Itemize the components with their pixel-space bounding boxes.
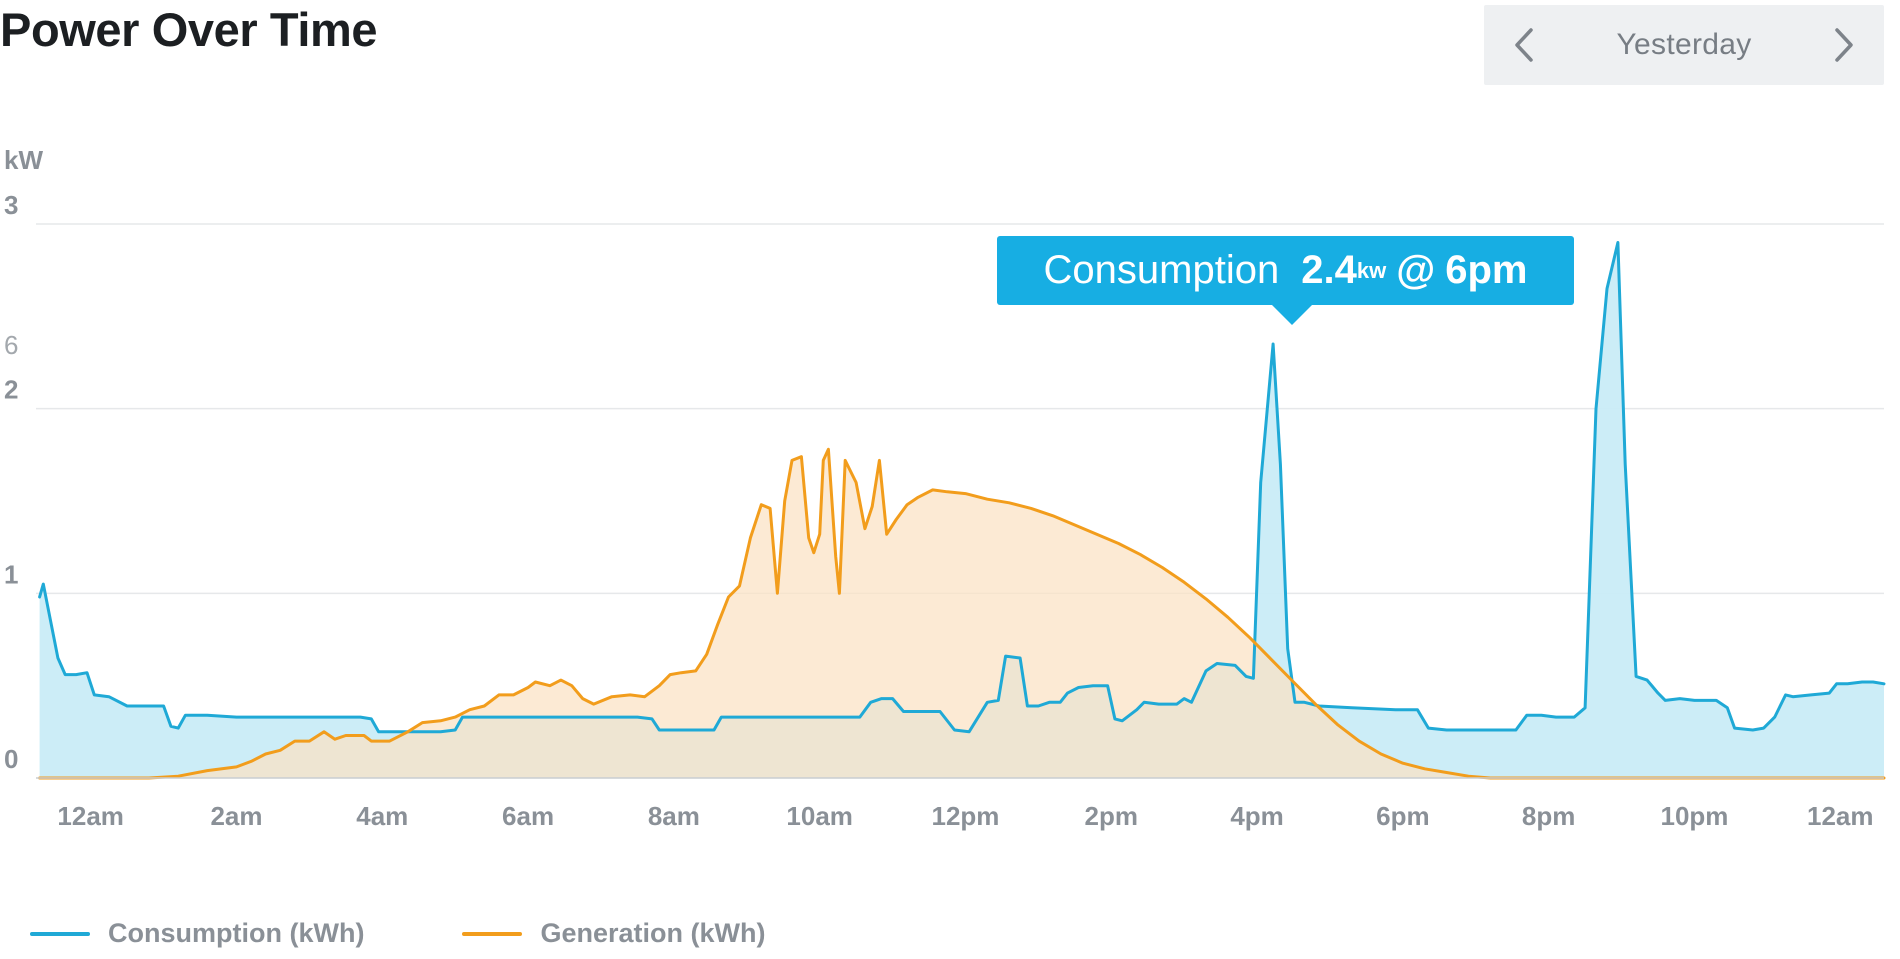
y-tick-label-0: 0 — [4, 744, 18, 774]
y-tick-label-1: 1 — [4, 559, 18, 589]
x-tick-label-12: 12am — [1807, 801, 1874, 831]
tooltip-value: 2.4 — [1301, 248, 1357, 292]
axes: 0 1 2 3 kW 6 12am 2am 4am 6am 8am 10am 12pm 2pm 4pm 6pm… — [4, 145, 1884, 831]
x-tick-label-8: 4pm — [1230, 801, 1283, 831]
tooltip-at: @ — [1396, 248, 1436, 292]
consumption-tooltip: Consumption 2.4 kw @ 6pm — [997, 236, 1574, 325]
y-axis-label: kW — [4, 145, 43, 175]
series-lines[interactable] — [38, 241, 1886, 780]
tooltip-unit: kw — [1356, 257, 1387, 283]
x-tick-label-3: 6am — [502, 801, 554, 831]
x-tick-label-4: 8am — [648, 801, 700, 831]
legend-label-consumption: Consumption (kWh) — [108, 918, 365, 948]
chevron-left-icon — [1515, 28, 1533, 62]
x-tick-label-2: 4am — [356, 801, 408, 831]
y-tick-label-3: 3 — [4, 190, 18, 220]
x-tick-label-11: 10pm — [1661, 801, 1729, 831]
legend-swatch-consumption — [30, 931, 90, 936]
x-tick-label-10: 8pm — [1522, 801, 1575, 831]
x-tick-label-5: 10am — [786, 801, 853, 831]
series-areas — [39, 242, 1885, 778]
power-chart[interactable]: 0 1 2 3 kW 6 12am 2am 4am 6am 8am 10am 12pm 2pm 4pm 6pm… — [0, 0, 1900, 900]
tooltip-series-name: Consumption — [1043, 248, 1280, 292]
legend-item-generation[interactable]: Generation (kWh) — [462, 918, 765, 949]
series-line-consumption[interactable] — [38, 241, 1886, 734]
legend-item-consumption[interactable]: Consumption (kWh) — [30, 918, 364, 949]
area-consumption — [39, 242, 1885, 778]
x-tick-label-1: 2am — [210, 801, 262, 831]
y-tick-label-stray: 6 — [4, 330, 18, 360]
previous-day-button[interactable] — [1484, 5, 1564, 85]
tooltip-time: 6pm — [1445, 248, 1528, 292]
y-tick-label-2: 2 — [4, 375, 18, 405]
chevron-right-icon — [1835, 28, 1853, 62]
legend-label-generation: Generation (kWh) — [540, 918, 766, 948]
series-line-generation[interactable] — [38, 447, 1886, 780]
x-tick-label-6: 12pm — [932, 801, 1000, 831]
page-title: Power Over Time — [0, 3, 378, 56]
next-day-button[interactable] — [1804, 5, 1884, 85]
x-tick-label-0: 12am — [57, 801, 124, 831]
date-range-label[interactable]: Yesterday — [1616, 28, 1752, 61]
x-tick-label-7: 2pm — [1085, 801, 1138, 831]
legend-swatch-generation — [462, 931, 523, 936]
x-tick-label-9: 6pm — [1376, 801, 1429, 831]
date-navigator: Yesterday — [1484, 5, 1884, 85]
chart-legend: Consumption (kWh) Generation (kWh) — [30, 918, 863, 949]
